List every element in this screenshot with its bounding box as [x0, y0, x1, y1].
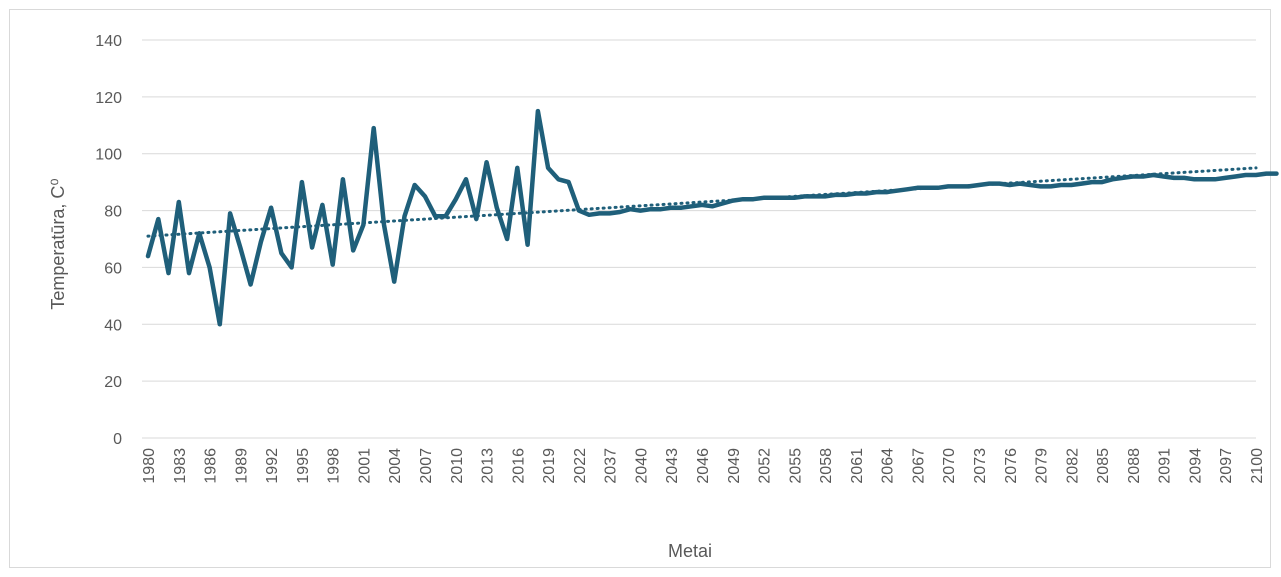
x-tick-label: 1986: [203, 448, 220, 484]
x-tick-label: 2046: [695, 448, 712, 484]
trendline: [146, 166, 1258, 238]
y-tick-label: 140: [95, 33, 122, 50]
x-tick-label: 2094: [1187, 448, 1204, 484]
x-tick-label: 2070: [941, 448, 958, 484]
x-tick-label: 2016: [510, 448, 527, 484]
y-tick-label: 100: [95, 147, 122, 164]
y-tick-label: 0: [113, 431, 122, 448]
x-tick-label: 1983: [172, 448, 189, 484]
x-tick-label: 2004: [387, 448, 404, 484]
x-tick-label: 2001: [356, 448, 373, 484]
x-tick-label: 1980: [141, 448, 158, 484]
x-tick-label: 1995: [295, 448, 312, 484]
x-tick-label: 1989: [233, 448, 250, 484]
y-tick-label: 20: [104, 374, 122, 391]
x-tick-label: 2064: [880, 448, 897, 484]
x-tick-label: 2091: [1157, 448, 1174, 484]
x-tick-label: 2052: [757, 448, 774, 484]
x-tick-label: 2073: [972, 448, 989, 484]
x-tick-label: 2085: [1095, 448, 1112, 484]
y-tick-label: 40: [104, 317, 122, 334]
x-tick-label: 2076: [1003, 448, 1020, 484]
x-axis-title: Metai: [668, 541, 712, 561]
x-axis-ticks: 1980 1983 1986 1989 1992 1995 1998 2001 2004 2007…: [141, 448, 1266, 484]
gridlines: [142, 39, 1256, 439]
y-tick-label: 60: [104, 260, 122, 277]
x-tick-label: 1992: [264, 448, 281, 484]
x-tick-label: 2097: [1218, 448, 1235, 484]
x-tick-label: 2019: [541, 448, 558, 484]
x-tick-label: 2049: [726, 448, 743, 484]
x-tick-label: 2055: [787, 448, 804, 484]
x-tick-label: 1998: [326, 448, 343, 484]
x-tick-label: 2061: [849, 448, 866, 484]
y-tick-label: 80: [104, 204, 122, 221]
chart-frame: [9, 9, 1271, 568]
x-tick-label: 2007: [418, 448, 435, 484]
series-line: [145, 108, 1279, 327]
y-tick-label: 120: [95, 90, 122, 107]
x-tick-label: 2100: [1249, 448, 1266, 484]
x-tick-label: 2037: [603, 448, 620, 484]
x-tick-label: 2043: [664, 448, 681, 484]
y-axis-ticks: 0 20 40 60 80 100 120 140: [95, 33, 122, 448]
x-tick-label: 2013: [480, 448, 497, 484]
x-tick-label: 2040: [633, 448, 650, 484]
x-tick-label: 2058: [818, 448, 835, 484]
y-axis-title: Temperatūra, C⁰: [48, 178, 68, 309]
x-tick-label: 2079: [1034, 448, 1051, 484]
x-tick-label: 2022: [572, 448, 589, 484]
x-tick-label: 2088: [1126, 448, 1143, 484]
x-tick-label: 2067: [910, 448, 927, 484]
x-tick-label: 2010: [449, 448, 466, 484]
x-tick-label: 2082: [1064, 448, 1081, 484]
